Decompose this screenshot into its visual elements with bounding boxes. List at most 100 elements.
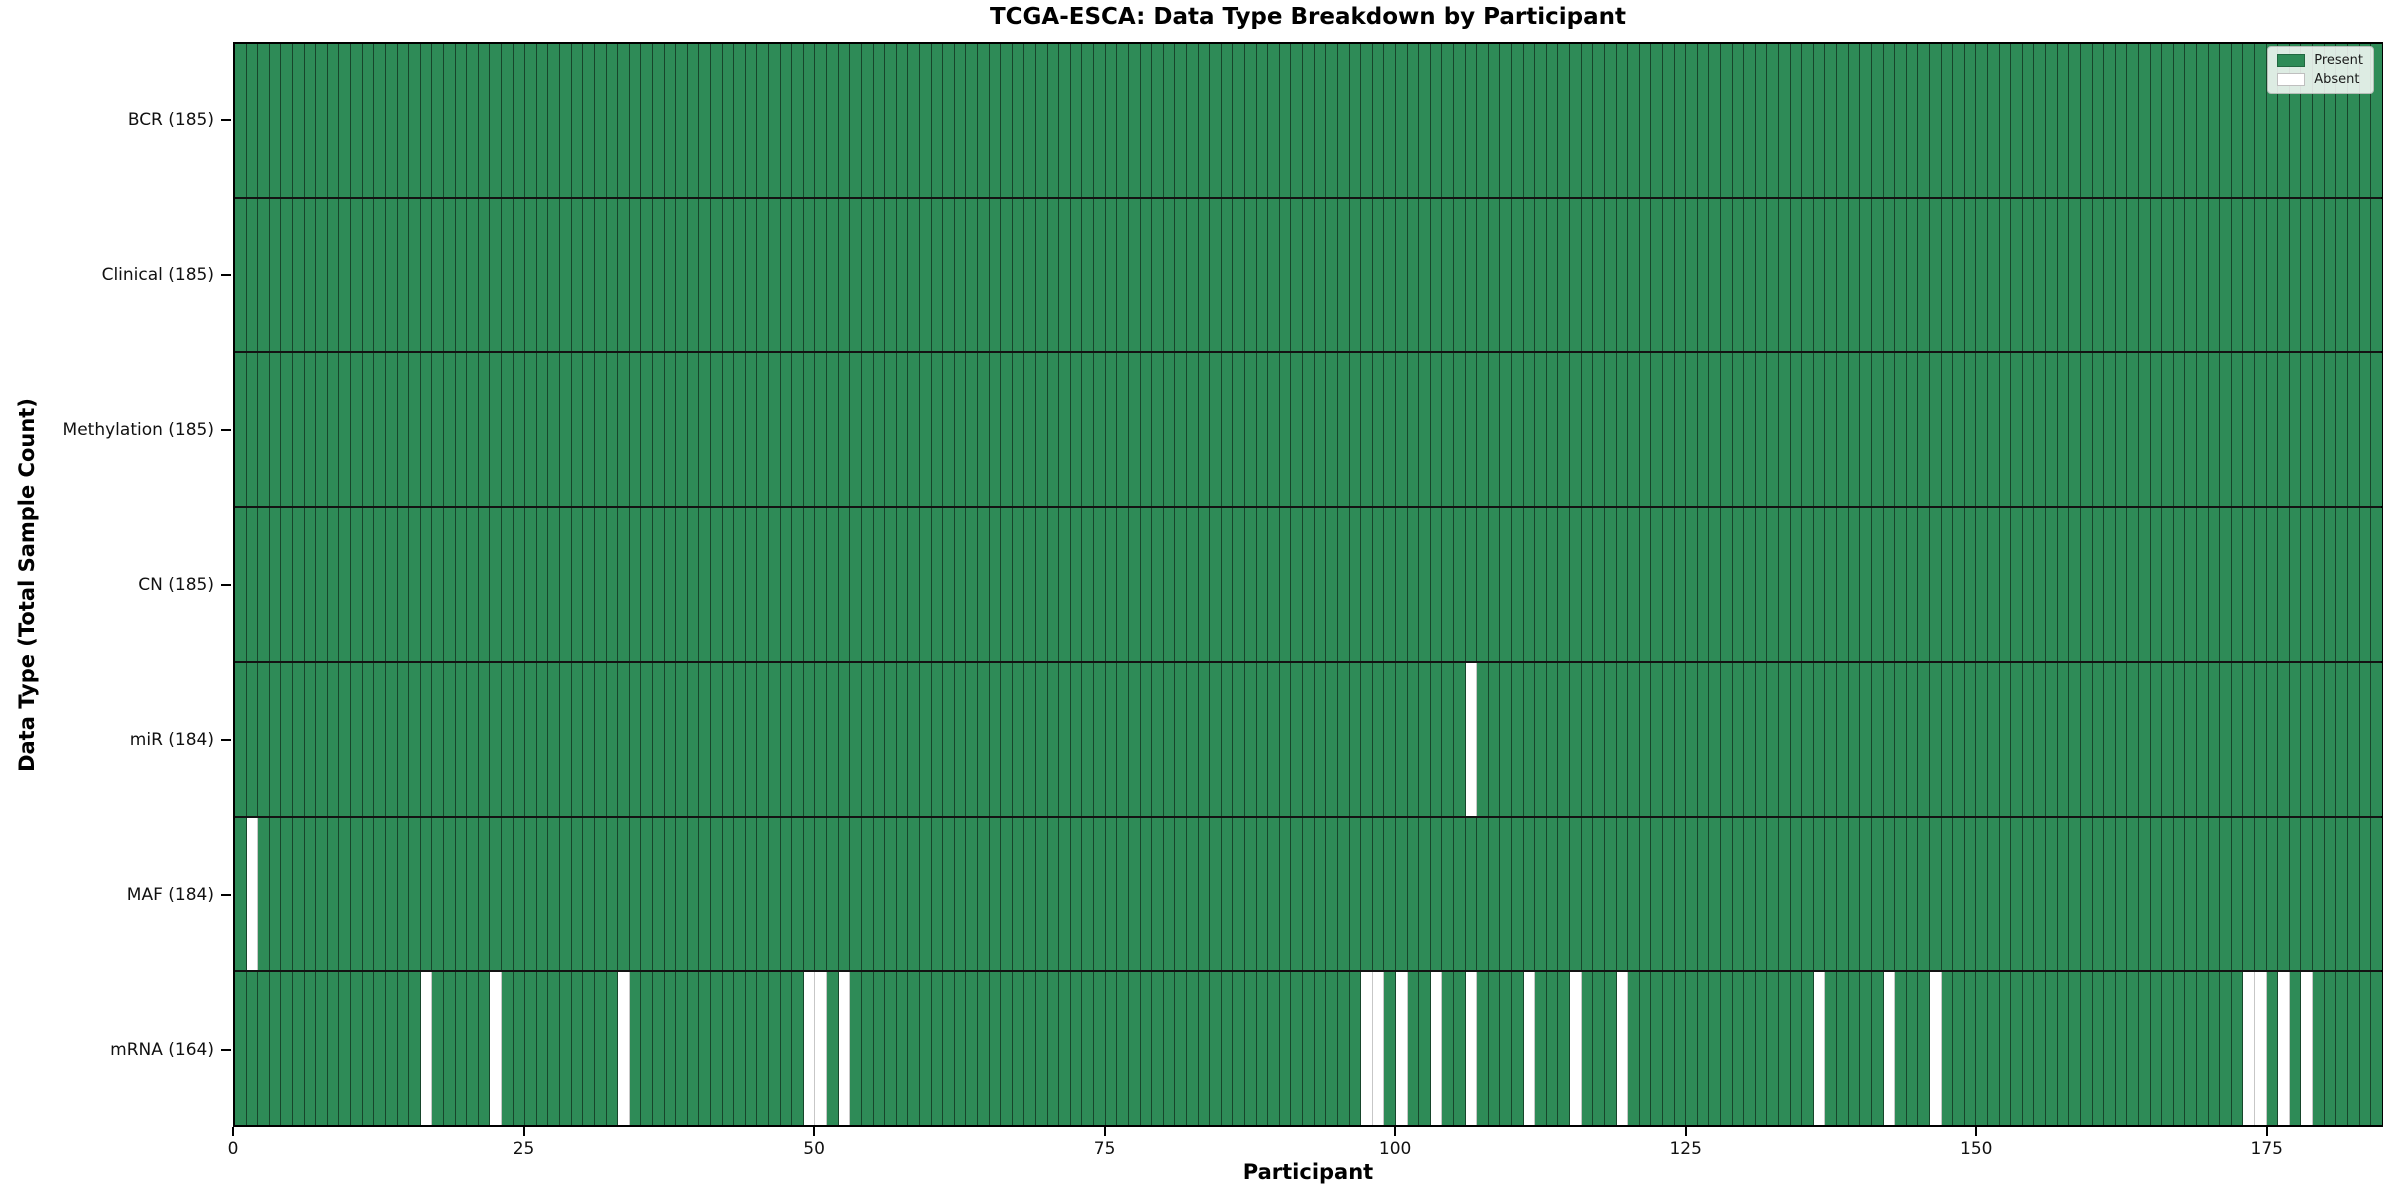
heatmap-cell: [432, 972, 444, 1126]
heatmap-cell: [385, 508, 398, 661]
heatmap-cell: [2069, 198, 2081, 352]
heatmap-cell: [2359, 198, 2372, 352]
heatmap-cell: [281, 198, 294, 352]
heatmap-cell: [1419, 972, 1431, 1126]
heatmap-cell: [571, 508, 584, 661]
heatmap-cell: [1535, 662, 1547, 816]
heatmap-cell: [1639, 817, 1652, 971]
heatmap-cell: [989, 508, 1002, 661]
heatmap-cell: [1941, 662, 1954, 816]
heatmap-cell: [2208, 817, 2221, 971]
heatmap-cell: [269, 662, 282, 816]
heatmap-cell: [1929, 353, 1942, 507]
heatmap-cell: [2127, 817, 2139, 971]
heatmap-cell: [1744, 508, 1756, 661]
heatmap-cell: [1349, 198, 1362, 352]
heatmap-cell: [1581, 198, 1594, 352]
heatmap-cell: [1047, 972, 1060, 1126]
heatmap-cell: [1651, 662, 1663, 816]
heatmap-cell: [467, 972, 479, 1126]
heatmap-cell: [1059, 817, 1071, 971]
heatmap-cell: [943, 972, 955, 1126]
heatmap-cell: [1117, 353, 1129, 507]
heatmap-cell: [2371, 972, 2382, 1126]
heatmap-cell: [1767, 662, 1780, 816]
heatmap-cell: [1732, 508, 1745, 661]
heatmap-cell: [827, 508, 839, 661]
heatmap-cell: [1094, 44, 1106, 197]
heatmap-cell: [2336, 44, 2348, 197]
heatmap-cell: [1604, 662, 1617, 816]
heatmap-cell: [1906, 817, 1919, 971]
heatmap-cell: [1779, 353, 1791, 507]
heatmap-cell: [548, 44, 561, 197]
heatmap-cell: [1941, 508, 1954, 661]
heatmap-cell: [1651, 44, 1663, 197]
heatmap-cell: [1419, 198, 1431, 352]
heatmap-cell: [861, 817, 874, 971]
heatmap-cell: [1651, 198, 1663, 352]
heatmap-cell: [2347, 198, 2360, 352]
heatmap-cell: [1326, 353, 1338, 507]
heatmap-cell: [1860, 44, 1872, 197]
heatmap-cell: [1674, 662, 1687, 816]
heatmap-cell: [351, 44, 363, 197]
heatmap-cell: [2138, 972, 2151, 1126]
heatmap-cell: [978, 662, 990, 816]
heatmap-cell: [409, 508, 421, 661]
heatmap-cell: [919, 972, 932, 1126]
heatmap-cell: [316, 972, 328, 1126]
heatmap-cell: [827, 662, 839, 816]
heatmap-cell: [1128, 817, 1141, 971]
heatmap-cell: [1604, 353, 1617, 507]
heatmap-row-cn: [235, 508, 2382, 663]
heatmap-cell: [1117, 508, 1129, 661]
heatmap-cell: [1860, 198, 1872, 352]
heatmap-cell: [861, 662, 874, 816]
heatmap-cell: [1964, 44, 1977, 197]
heatmap-cell: [1512, 44, 1524, 197]
heatmap-cell: [931, 662, 944, 816]
heatmap-cell: [2371, 198, 2382, 352]
heatmap-cell: [1883, 508, 1896, 661]
heatmap-cell: [1604, 198, 1617, 352]
heatmap-cell: [885, 508, 897, 661]
heatmap-cell: [2243, 972, 2256, 1126]
heatmap-cell: [769, 198, 781, 352]
heatmap-cell: [722, 662, 735, 816]
heatmap-cell: [1152, 972, 1164, 1126]
heatmap-cell: [1535, 817, 1547, 971]
heatmap-cell: [2092, 508, 2105, 661]
heatmap-cell: [2324, 198, 2337, 352]
heatmap-cell: [1233, 198, 1246, 352]
heatmap-cell: [2173, 198, 2186, 352]
heatmap-cell: [676, 44, 688, 197]
heatmap-cell: [1105, 353, 1118, 507]
heatmap-cell: [2371, 44, 2382, 197]
heatmap-cell: [2336, 817, 2348, 971]
heatmap-cell: [1918, 662, 1930, 816]
heatmap-cell: [2092, 44, 2105, 197]
heatmap-cell: [1546, 353, 1559, 507]
heatmap-cell: [618, 662, 630, 816]
heatmap-cell: [1465, 353, 1478, 507]
heatmap-cell: [2324, 508, 2337, 661]
heatmap-cell: [1361, 508, 1373, 661]
heatmap-cell: [803, 198, 816, 352]
heatmap-cell: [2185, 508, 2197, 661]
heatmap-cell: [1326, 662, 1338, 816]
heatmap-cell: [1210, 198, 1222, 352]
heatmap-cell: [2104, 817, 2116, 971]
heatmap-cell: [1558, 972, 1571, 1126]
heatmap-cell: [1361, 198, 1373, 352]
heatmap-cell: [2220, 353, 2232, 507]
heatmap-cell: [1105, 508, 1118, 661]
heatmap-cell: [258, 44, 270, 197]
heatmap-cell: [1616, 972, 1629, 1126]
heatmap-cell: [1291, 44, 1304, 197]
heatmap-cell: [571, 817, 584, 971]
heatmap-cell: [1024, 972, 1037, 1126]
heatmap-cell: [1802, 508, 1814, 661]
heatmap-cell: [652, 353, 665, 507]
heatmap-cell: [885, 198, 897, 352]
